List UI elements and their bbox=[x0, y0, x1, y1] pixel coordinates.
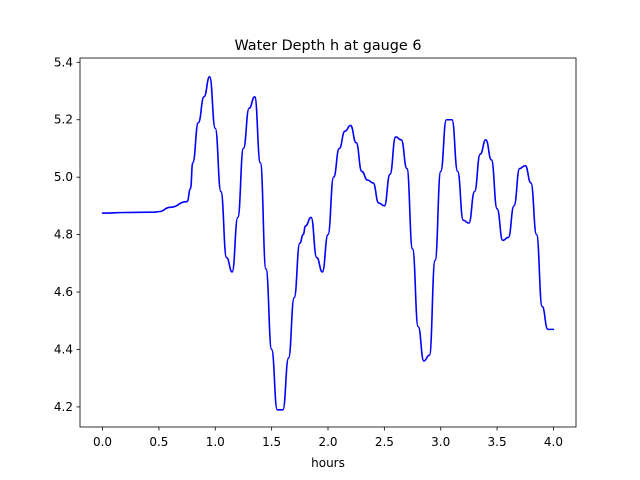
chart-title: Water Depth h at gauge 6 bbox=[234, 38, 421, 54]
y-tick-label: 5.4 bbox=[54, 55, 73, 69]
y-tick-label: 5.0 bbox=[54, 170, 73, 184]
x-tick-label: 1.0 bbox=[206, 435, 225, 449]
x-axis-label: hours bbox=[311, 456, 345, 470]
x-tick-label: 0.0 bbox=[93, 435, 112, 449]
x-tick-label: 3.0 bbox=[431, 435, 450, 449]
data-line bbox=[101, 75, 555, 411]
x-tick-label: 2.5 bbox=[375, 435, 394, 449]
x-tick-label: 0.5 bbox=[149, 435, 168, 449]
x-tick-label: 3.5 bbox=[488, 435, 507, 449]
plot-area: 0.0 0.5 1.0 1.5 2.0 2.5 3.0 3.5 4.0 4.2 4.4 4.6 4.8 5… bbox=[54, 55, 577, 449]
y-tick-label: 4.4 bbox=[54, 342, 73, 356]
y-tick-label: 4.8 bbox=[54, 228, 73, 242]
x-tick-label: 2.0 bbox=[318, 435, 337, 449]
y-tick-label: 4.6 bbox=[54, 285, 73, 299]
y-tick-label: 4.2 bbox=[54, 400, 73, 414]
x-tick-label: 1.5 bbox=[262, 435, 281, 449]
y-tick-label: 5.2 bbox=[54, 113, 73, 127]
x-tick-label: 4.0 bbox=[544, 435, 563, 449]
